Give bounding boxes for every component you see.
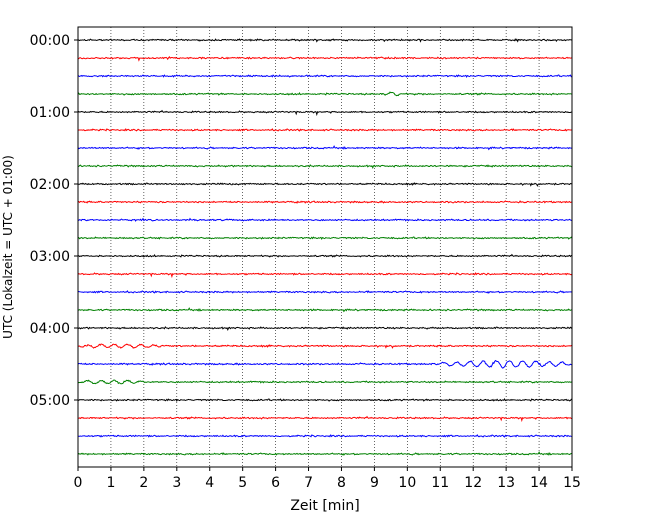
y-axis-label: UTC (Lokalzeit = UTC + 01:00): [1, 155, 15, 339]
x-tick-label: 0: [74, 475, 83, 491]
y-axis-ticks: 00:00 01:00 02:00 03:00 04:00 05:00: [30, 33, 78, 409]
x-tick-label: 3: [172, 475, 181, 491]
x-axis-ticks: 0 1 2 3 4 5 6 7 8 9 10 11 12 13 14 15: [74, 467, 581, 491]
y-tick-label: 05:00: [30, 393, 70, 409]
trace-line-10: [77, 217, 573, 222]
trace-lines: [77, 38, 573, 456]
trace-line-1: [77, 55, 573, 62]
trace-line-21: [77, 415, 573, 423]
trace-line-0: [77, 38, 573, 43]
x-tick-label: 6: [271, 475, 280, 491]
y-tick-label: 01:00: [30, 105, 70, 121]
trace-line-5: [77, 128, 573, 132]
trace-line-13: [77, 272, 573, 279]
y-tick-label: 00:00: [30, 33, 70, 49]
trace-line-20: [77, 397, 573, 402]
trace-line-22: [77, 434, 573, 438]
trace-line-6: [77, 145, 573, 151]
trace-line-16: [77, 326, 573, 331]
trace-line-8: [77, 182, 573, 187]
x-tick-label: 12: [464, 475, 482, 491]
trace-line-23: [77, 451, 573, 456]
x-tick-label: 14: [530, 475, 548, 491]
trace-line-19: [77, 379, 573, 385]
x-tick-label: 4: [205, 475, 214, 491]
trace-line-7: [77, 164, 573, 169]
y-tick-label: 04:00: [30, 321, 70, 337]
x-tick-label: 10: [398, 475, 416, 491]
x-tick-label: 2: [139, 475, 148, 491]
x-tick-label: 9: [370, 475, 379, 491]
trace-line-14: [77, 290, 573, 294]
x-tick-label: 8: [337, 475, 346, 491]
x-tick-label: 15: [563, 475, 581, 491]
trace-line-18: [77, 359, 573, 369]
vertical-grid-lines: [110, 27, 540, 467]
x-tick-label: 13: [497, 475, 515, 491]
trace-line-11: [77, 236, 573, 240]
x-axis-label: Zeit [min]: [290, 498, 359, 514]
y-tick-label: 02:00: [30, 177, 70, 193]
plot-frame: [77, 26, 573, 468]
x-tick-label: 5: [238, 475, 247, 491]
trace-line-3: [77, 91, 573, 97]
trace-line-17: [77, 343, 573, 349]
y-tick-label: 03:00: [30, 249, 70, 265]
trace-line-15: [77, 307, 573, 313]
trace-line-4: [77, 109, 573, 117]
x-tick-label: 1: [106, 475, 115, 491]
trace-line-9: [77, 200, 573, 204]
x-tick-label: 7: [304, 475, 313, 491]
x-tick-label: 11: [431, 475, 449, 491]
trace-line-2: [77, 74, 573, 78]
trace-line-12: [77, 253, 573, 258]
